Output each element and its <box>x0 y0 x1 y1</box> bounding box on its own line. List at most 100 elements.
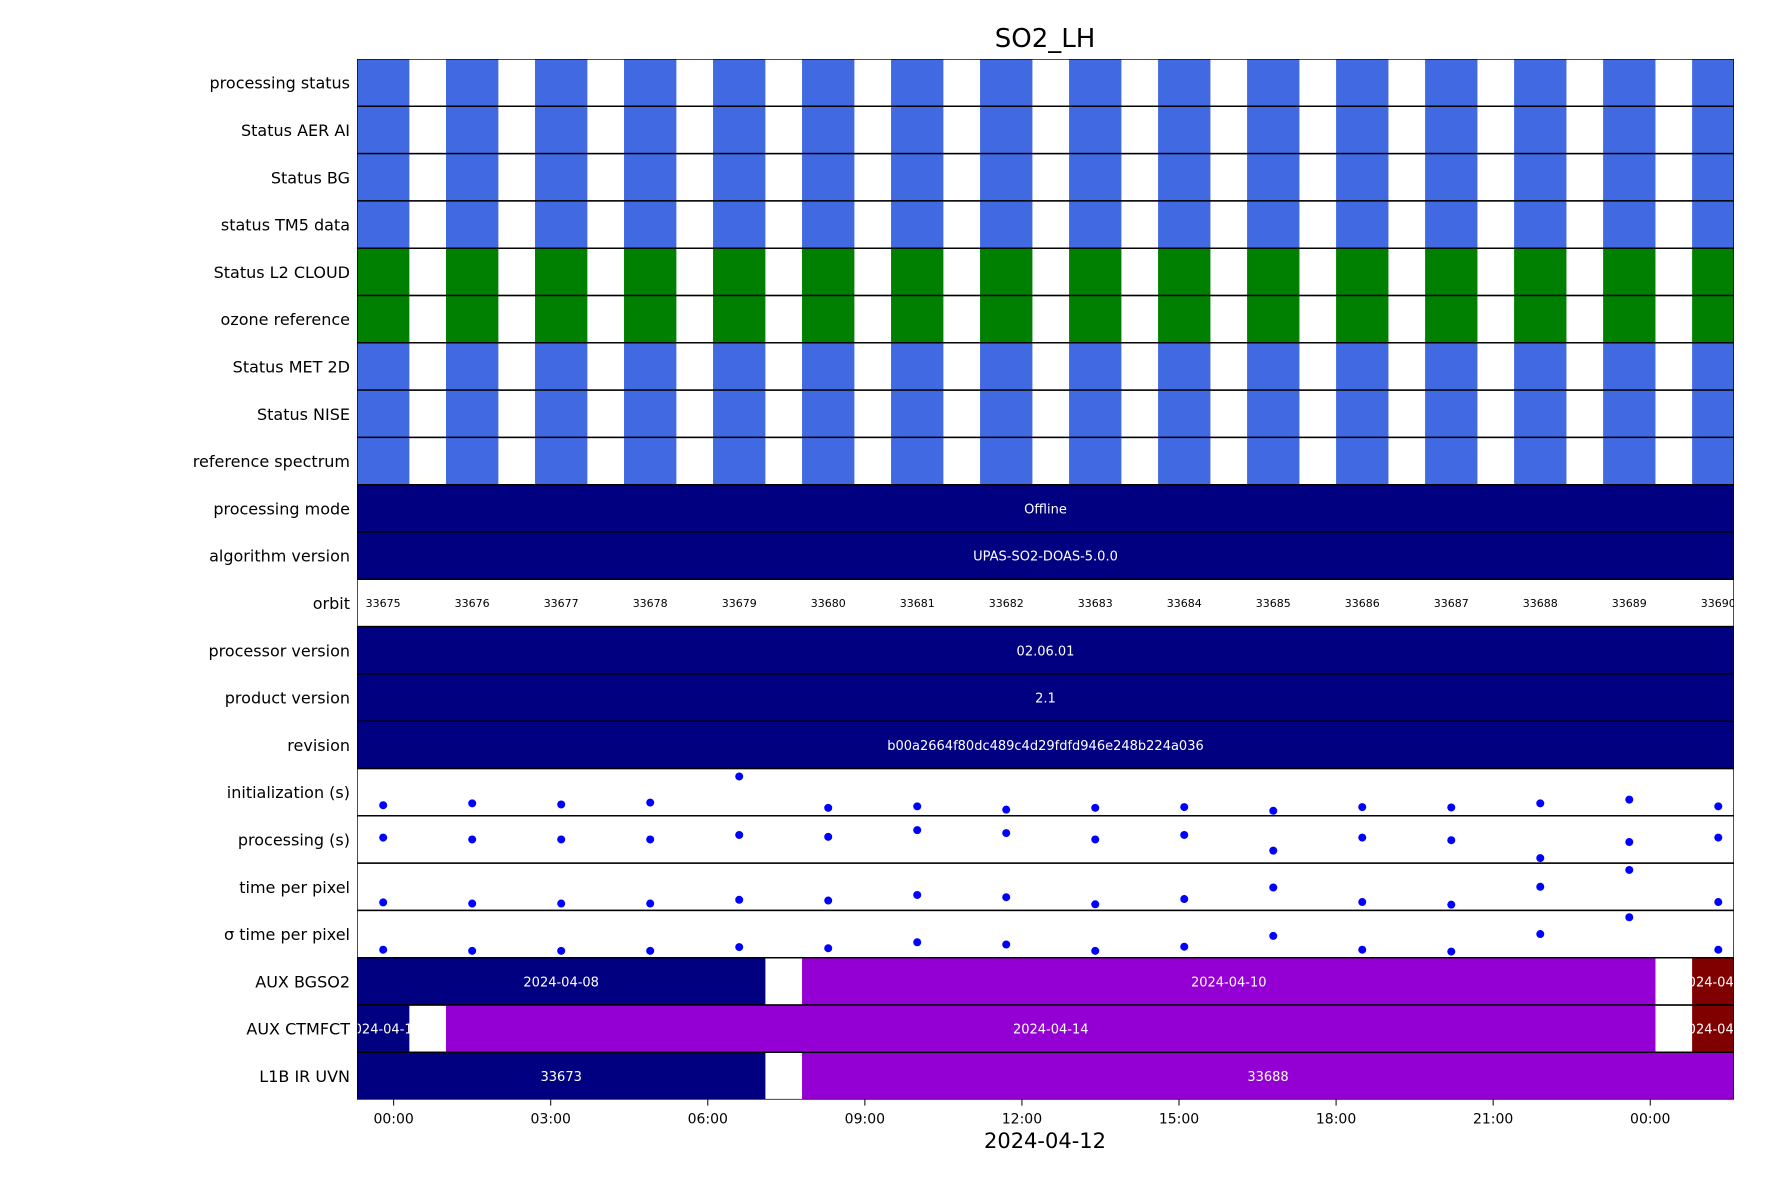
scatter-point <box>557 946 566 955</box>
orbit-number: 33684 <box>1167 597 1202 610</box>
span-label: 2024-04-14 <box>1013 1023 1089 1038</box>
granule-bar <box>446 437 499 485</box>
scatter-point <box>1091 946 1100 955</box>
band-text: 02.06.01 <box>1017 644 1075 659</box>
granule-bar <box>1247 153 1300 201</box>
granule-bar <box>802 295 855 343</box>
granule-bar <box>802 200 855 249</box>
scatter-point <box>735 943 744 952</box>
granule-bar <box>1425 248 1478 296</box>
granule-bar <box>1158 342 1211 391</box>
granule-bar <box>891 106 944 154</box>
scatter-point <box>1269 883 1278 892</box>
granule-bar <box>1247 248 1300 296</box>
scatter-point <box>468 946 477 955</box>
granule-bar <box>980 200 1033 249</box>
band-text: b00a2664f80dc489c4d29fdfd946e248b224a036 <box>887 739 1204 754</box>
granule-bar <box>1692 437 1734 485</box>
granule-bar <box>891 390 944 438</box>
granule-bar <box>1514 248 1567 296</box>
granule-bar <box>1514 390 1567 438</box>
granule-bar <box>1425 437 1478 485</box>
scatter-point <box>1002 893 1011 902</box>
granule-bar <box>713 437 766 485</box>
granule-bar <box>1247 200 1300 249</box>
x-tick-label: 15:00 <box>1159 1112 1199 1128</box>
scatter-point <box>824 832 833 841</box>
granule-bar <box>1158 437 1211 485</box>
row-label: product version <box>225 689 350 708</box>
granule-bar <box>446 295 499 343</box>
granule-bar <box>1603 295 1656 343</box>
granule-bar <box>980 342 1033 391</box>
granule-bar <box>802 437 855 485</box>
row-label: AUX BGSO2 <box>255 972 350 991</box>
granule-bar <box>357 59 410 107</box>
scatter-point <box>1714 833 1723 842</box>
granule-bar <box>1425 59 1478 107</box>
granule-bar <box>624 437 677 485</box>
granule-bar <box>1069 342 1122 391</box>
granule-bar <box>1158 59 1211 107</box>
granule-bar <box>357 295 410 343</box>
scatter-point <box>557 800 566 809</box>
scatter-point <box>379 801 388 810</box>
aux-span <box>802 1052 1734 1100</box>
orbit-number: 33681 <box>900 597 935 610</box>
granule-bar <box>713 248 766 296</box>
granule-bar <box>1069 295 1122 343</box>
granule-bar <box>535 295 588 343</box>
scatter-point <box>1091 900 1100 909</box>
granule-bar <box>357 437 410 485</box>
scatter-point <box>1625 795 1634 804</box>
row-frame <box>357 767 1734 817</box>
orbit-number: 33675 <box>366 597 401 610</box>
scatter-point <box>1002 805 1011 814</box>
x-tick-label: 21:00 <box>1473 1112 1513 1128</box>
granule-bar <box>980 106 1033 154</box>
granule-bar <box>1692 342 1734 391</box>
x-tick-label: 18:00 <box>1316 1112 1356 1128</box>
granule-bar <box>980 248 1033 296</box>
granule-bar <box>357 342 410 391</box>
aux-span <box>446 1005 1656 1053</box>
x-tick-label: 09:00 <box>845 1112 885 1128</box>
granule-bar <box>980 153 1033 201</box>
scatter-point <box>468 835 477 844</box>
orbit-number: 33676 <box>455 597 490 610</box>
granule-bar <box>535 200 588 249</box>
row-frame <box>357 1051 1734 1100</box>
granule-bar <box>1069 106 1122 154</box>
scatter-point <box>1447 900 1456 909</box>
row-label: Status MET 2D <box>233 357 350 376</box>
scatter-point <box>557 835 566 844</box>
x-axis-label: 2024-04-12 <box>984 1129 1106 1153</box>
scatter-point <box>913 890 922 899</box>
scatter-point <box>824 944 833 953</box>
granule-bar <box>980 390 1033 438</box>
aux-span <box>802 957 1656 1005</box>
granule-bar <box>1069 153 1122 201</box>
scatter-point <box>735 895 744 904</box>
row-label: processing mode <box>213 499 350 518</box>
granule-bar <box>1514 106 1567 154</box>
granule-bar <box>802 106 855 154</box>
granule-bar <box>891 153 944 201</box>
granule-bar <box>624 59 677 107</box>
granule-bar <box>1514 295 1567 343</box>
band-text: 2.1 <box>1035 692 1056 707</box>
granule-bar <box>1692 200 1734 249</box>
row-labels: processing status Status AER AI Status BG s… <box>193 74 350 1086</box>
scatter-point <box>1536 799 1545 808</box>
scatter-point <box>1091 835 1100 844</box>
x-tick-label: 00:00 <box>1630 1112 1670 1128</box>
scatter-point <box>1269 931 1278 940</box>
granule-bar <box>1425 390 1478 438</box>
x-tick-label: 06:00 <box>688 1112 728 1128</box>
scatter-point <box>1625 913 1634 922</box>
x-tick-label: 12:00 <box>1002 1112 1042 1128</box>
granule-bar <box>1247 437 1300 485</box>
value-band <box>357 673 1734 722</box>
span-label: 33673 <box>541 1070 582 1085</box>
